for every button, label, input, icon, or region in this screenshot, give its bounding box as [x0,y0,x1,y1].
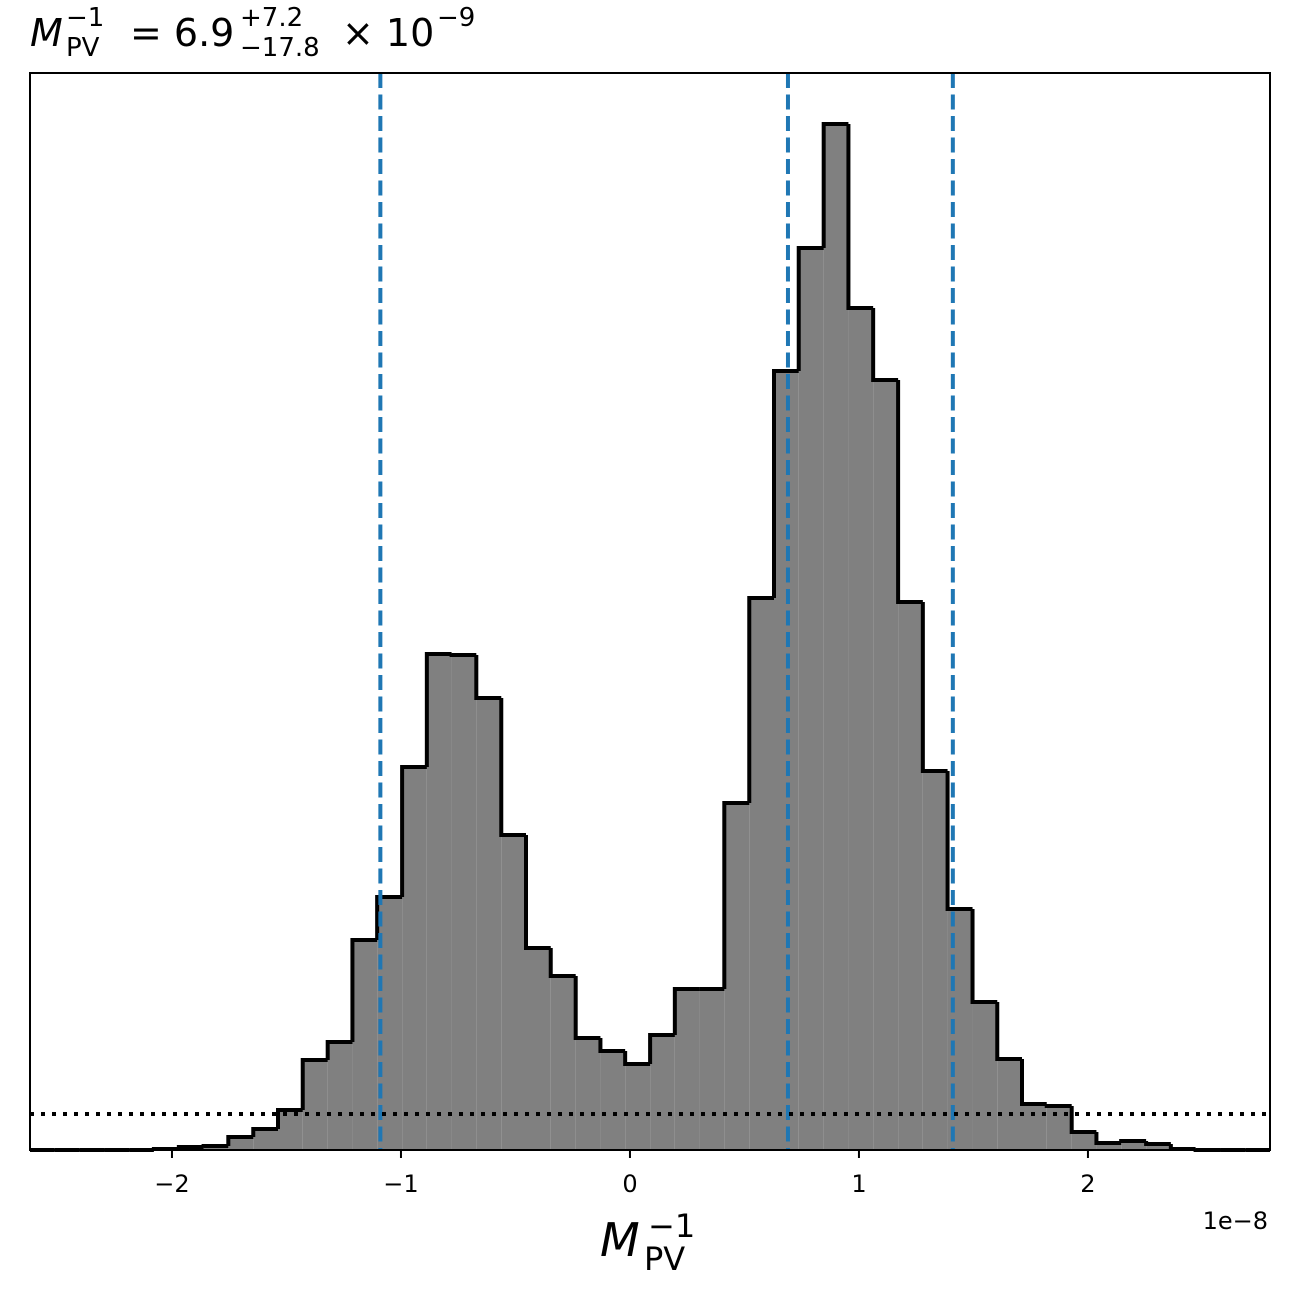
histogram-step [201,1144,229,1148]
histogram-step [846,124,874,310]
histogram-step [747,596,774,803]
histogram-bar [1071,1132,1097,1150]
histogram-step [796,246,824,371]
title-upper: +7.2 [240,3,303,33]
x-label-sup: −1 [648,1207,695,1245]
histogram-step [1020,1059,1047,1106]
histogram-step [772,369,799,598]
histogram-step [672,987,700,1035]
histogram-step [1168,1144,1196,1151]
histogram-step [573,976,601,1040]
histogram-step [400,765,427,897]
histogram-bar [650,1035,675,1150]
histogram-step [970,909,998,1004]
histogram-step [1044,1104,1072,1108]
title-times: × 10 [342,11,434,55]
histogram-step [325,1040,353,1060]
histogram-bar [476,698,502,1150]
histogram-step [474,655,502,700]
histogram-step [1144,1141,1171,1146]
histogram-step [1119,1139,1147,1143]
histogram-step [945,771,973,911]
histogram-bar [327,1042,353,1150]
histogram-bar [550,976,576,1150]
histogram-step [548,948,576,978]
histogram-step [350,938,378,1042]
histogram-bar [898,602,923,1150]
histogram-bar [402,767,427,1150]
histogram-step [896,380,923,604]
histogram-step [1094,1132,1122,1145]
histogram-bar [526,948,551,1150]
plot-frame [29,72,1271,1151]
histogram-bar [1096,1143,1122,1150]
histogram-bar [352,940,378,1150]
histogram-bar [749,598,774,1150]
histogram-bar [1146,1144,1171,1150]
histogram-step [375,895,403,940]
title-sub: PV [66,33,100,63]
histogram-bar [625,1064,651,1150]
histogram-step [623,1051,651,1066]
histogram-step [648,1033,675,1064]
histogram-bar [302,1060,328,1150]
histogram-bar [724,803,750,1150]
histogram-bar [501,835,526,1150]
histogram-step [1069,1106,1097,1134]
histogram-bar [873,380,899,1150]
histogram-step [300,1058,328,1110]
histogram-bar [848,308,874,1150]
histogram-bar [997,1059,1022,1150]
histogram-step [920,602,948,773]
histogram-step [598,1038,626,1053]
x-tick-label: −2 [154,1170,189,1198]
histogram-step [995,1002,1022,1061]
histogram-bar [1022,1104,1047,1150]
histogram-step [276,1108,303,1129]
histogram-step [226,1135,254,1146]
histogram-step [871,308,899,382]
histogram-bar [1121,1141,1147,1150]
x-tick-label: 0 [622,1170,637,1198]
title-sup: −1 [66,3,104,33]
histogram-bar [972,1002,998,1150]
histogram-bar [600,1051,626,1150]
histogram-step [449,653,477,657]
histogram-bar [451,655,477,1150]
x-tick-label: 2 [1080,1170,1095,1198]
histogram-bar [426,654,452,1150]
histogram-bar [253,1129,278,1150]
title-value: = 6.9 [130,11,234,55]
histogram-step [251,1127,278,1137]
histogram-bar [575,1038,601,1150]
title-exponent: −9 [437,3,475,33]
histogram-step [499,698,526,837]
x-tick-label: −1 [383,1170,418,1198]
x-label-sub: PV [644,1240,685,1278]
histogram-bar [823,124,849,1150]
title-symbol: M [30,11,63,55]
histogram-bar [674,989,700,1150]
histogram-bar [922,771,948,1150]
histogram-step [722,801,750,989]
x-label-symbol: M [600,1213,640,1267]
histogram-step [424,652,452,767]
histogram-step [524,835,551,950]
x-offset-label: 1e−8 [1203,1207,1268,1235]
title-lower: −17.8 [240,33,320,63]
x-tick-label: 1 [851,1170,866,1198]
histogram-bar [228,1137,254,1150]
histogram-bar [278,1110,303,1150]
histogram-step [176,1145,204,1149]
histogram-bar [798,248,824,1150]
histogram-step [821,122,849,248]
histogram-bar [699,989,725,1150]
